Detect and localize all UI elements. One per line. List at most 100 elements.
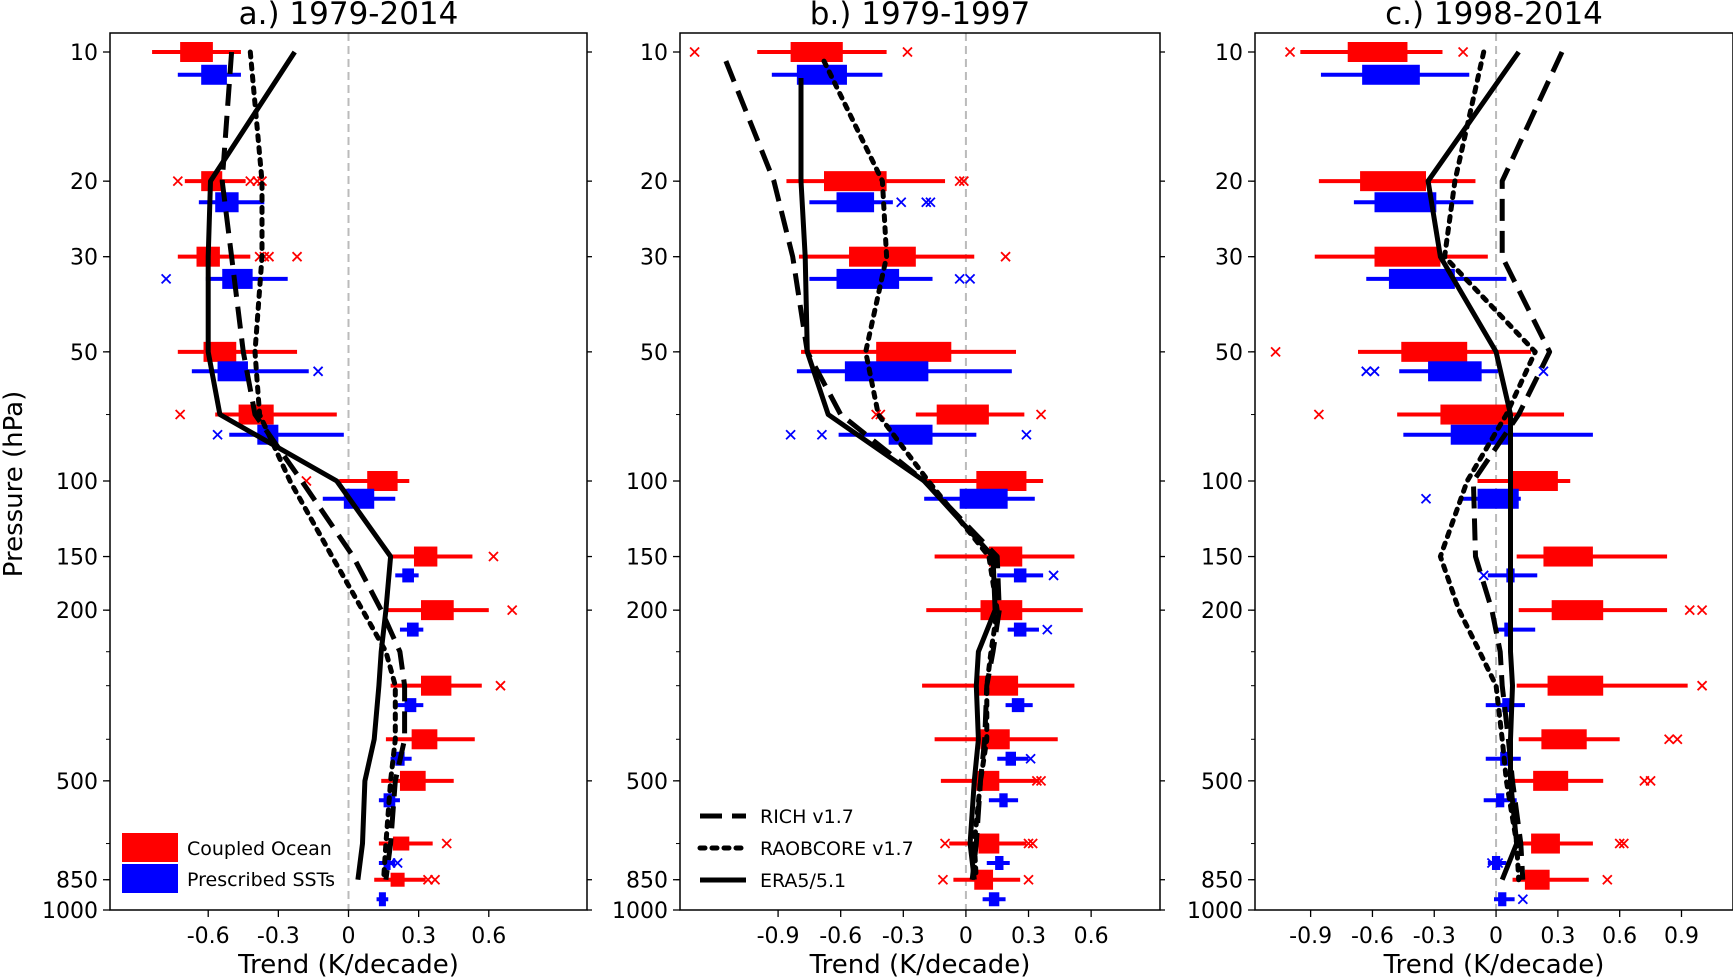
y-tick-label: 50 bbox=[1215, 341, 1243, 366]
y-tick-label: 100 bbox=[1201, 470, 1243, 495]
x-axis-label: Trend (K/decade) bbox=[1383, 950, 1605, 978]
coupled-box bbox=[978, 833, 1000, 854]
prescribed-box bbox=[378, 892, 386, 907]
y-tick-label: 1000 bbox=[1187, 899, 1243, 924]
coupled-box bbox=[399, 770, 426, 791]
prescribed-outlier bbox=[1021, 429, 1032, 440]
panel-a: a.) 1979-2014 -0.6 -0.3 0 0.3 0.6 Trend (K/dec… bbox=[42, 0, 592, 978]
panel-title: b.) 1979-1997 bbox=[810, 0, 1030, 32]
coupled-outlier bbox=[1023, 874, 1034, 885]
prescribed-box bbox=[1450, 424, 1511, 445]
coupled-box bbox=[936, 404, 989, 425]
y-tick-label: 200 bbox=[56, 599, 98, 624]
coupled-outlier bbox=[175, 409, 186, 420]
prescribed-box bbox=[1013, 622, 1027, 637]
x-tick-label: -0.9 bbox=[757, 924, 800, 949]
coupled-box bbox=[420, 675, 452, 696]
prescribed-box bbox=[201, 64, 227, 85]
y-tick-label: 850 bbox=[56, 869, 98, 894]
prescribed-outlier bbox=[1048, 570, 1059, 581]
y-tick-label: 150 bbox=[56, 546, 98, 571]
coupled-box bbox=[974, 869, 994, 890]
coupled-outlier bbox=[1696, 605, 1708, 616]
prescribed-outlier bbox=[312, 366, 324, 377]
line-raobcore-v1-7 bbox=[1437, 49, 1538, 883]
prescribed-box bbox=[1496, 793, 1505, 808]
y-tick-label: 50 bbox=[70, 341, 98, 366]
prescribed-outlier bbox=[964, 273, 976, 285]
y-tick-label: 30 bbox=[1215, 246, 1243, 271]
coupled-box bbox=[980, 729, 1010, 750]
coupled-box bbox=[1547, 675, 1604, 696]
y-tick-label: 200 bbox=[626, 599, 668, 624]
prescribed-box bbox=[402, 568, 414, 583]
coupled-box bbox=[392, 836, 410, 851]
y-tick-label: 20 bbox=[1215, 170, 1243, 195]
y-tick-label: 10 bbox=[1215, 41, 1243, 66]
coupled-outlier bbox=[291, 251, 303, 262]
prescribed-outlier bbox=[1361, 366, 1372, 377]
coupled-outlier bbox=[1035, 775, 1047, 786]
y-tick-label: 500 bbox=[56, 770, 98, 795]
prescribed-legend-swatch bbox=[122, 864, 178, 893]
prescribed-box bbox=[844, 361, 929, 382]
panel-title: c.) 1998-2014 bbox=[1385, 0, 1603, 32]
prescribed-box bbox=[999, 793, 1008, 808]
y-tick-label: 150 bbox=[1201, 546, 1243, 571]
plot-frame bbox=[679, 32, 1161, 911]
profile-lines bbox=[723, 58, 1002, 883]
x-tick-label: -0.6 bbox=[187, 924, 230, 949]
coupled-outlier bbox=[937, 874, 949, 885]
coupled-outlier bbox=[954, 176, 965, 187]
x-tick-label: 0.9 bbox=[1664, 924, 1699, 949]
boxes bbox=[1270, 42, 1708, 907]
coupled-box bbox=[1531, 833, 1560, 854]
x-tick-label: 0.6 bbox=[1602, 924, 1637, 949]
prescribed-legend-label: Prescribed SSTs bbox=[187, 869, 335, 891]
line-era5-5-1 bbox=[1425, 50, 1521, 881]
y-tick-label: 30 bbox=[640, 246, 668, 271]
panel-title: a.) 1979-2014 bbox=[239, 0, 459, 32]
y-tick-label: 200 bbox=[1201, 599, 1243, 624]
prescribed-box bbox=[1013, 568, 1027, 583]
prescribed-outlier bbox=[921, 197, 932, 208]
prescribed-box bbox=[1374, 192, 1437, 213]
coupled-outlier bbox=[1023, 838, 1034, 849]
prescribed-box bbox=[959, 488, 1008, 509]
y-tick-label: 1000 bbox=[42, 899, 98, 924]
boxes bbox=[152, 42, 518, 907]
y-tick-label: 500 bbox=[626, 770, 668, 795]
coupled-outlier bbox=[1027, 838, 1038, 849]
x-axis-label: Trend (K/decade) bbox=[809, 950, 1031, 978]
y-tick-label: 50 bbox=[640, 341, 668, 366]
coupled-box bbox=[876, 341, 952, 362]
coupled-box bbox=[203, 341, 237, 362]
coupled-box bbox=[180, 42, 213, 62]
prescribed-box bbox=[217, 361, 248, 382]
x-tick-label: 0 bbox=[959, 924, 973, 949]
coupled-outlier bbox=[441, 838, 452, 849]
coupled-outlier bbox=[488, 551, 499, 562]
coupled-box bbox=[790, 42, 843, 62]
prescribed-box bbox=[888, 424, 933, 445]
prescribed-outlier bbox=[816, 429, 828, 440]
prescribed-outlier bbox=[896, 197, 907, 208]
coupled-box bbox=[1374, 246, 1441, 267]
solid-legend-label: ERA5/5.1 bbox=[760, 870, 846, 892]
prescribed-outlier bbox=[785, 429, 796, 440]
coupled-outlier bbox=[689, 46, 700, 58]
coupled-outlier bbox=[1663, 734, 1675, 745]
coupled-outlier bbox=[1000, 251, 1011, 262]
boxes bbox=[689, 42, 1083, 907]
prescribed-box bbox=[404, 698, 417, 713]
prescribed-outlier bbox=[392, 857, 403, 869]
x-tick-label: 0 bbox=[342, 924, 356, 949]
coupled-box bbox=[1360, 171, 1427, 192]
plot-frame bbox=[109, 32, 588, 911]
coupled-outlier bbox=[1035, 409, 1047, 420]
prescribed-box bbox=[215, 192, 239, 213]
coupled-outlier bbox=[429, 874, 441, 885]
profile-lines bbox=[1425, 49, 1565, 883]
coupled-outlier bbox=[1031, 775, 1043, 786]
